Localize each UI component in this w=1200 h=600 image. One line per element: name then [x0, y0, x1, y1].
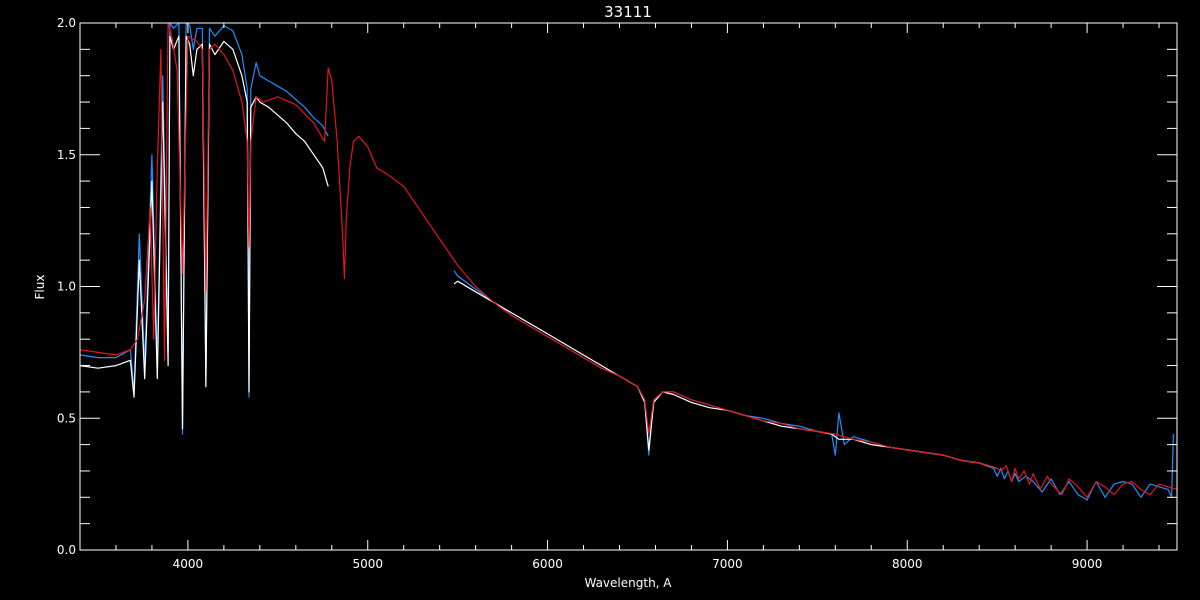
x-tick-label: 4000: [173, 557, 204, 571]
series-model-line-0: [79, 22, 1178, 498]
chart-title: 33111: [604, 3, 652, 21]
y-tick-label: 1.5: [57, 148, 76, 162]
x-axis-label: Wavelength, A: [584, 576, 672, 590]
x-tick-label: 9000: [1072, 557, 1103, 571]
x-tick-label: 8000: [892, 557, 923, 571]
x-tick-label: 6000: [532, 557, 563, 571]
series-flux_calibrated-line-0: [79, 22, 329, 435]
y-tick-label: 1.0: [57, 280, 76, 294]
y-tick-label: 0.0: [57, 543, 76, 557]
series-observed-line-0: [79, 35, 329, 430]
y-tick-label: 2.0: [57, 16, 76, 30]
ticks-layer: 4000 5000 6000 7000 8000 9000 0.0 0.5 1.0 1.5 2.0: [57, 16, 1177, 571]
x-tick-label: 5000: [352, 557, 383, 571]
y-tick-label: 0.5: [57, 411, 76, 425]
x-tick-label: 7000: [712, 557, 743, 571]
series-layer: [79, 22, 1178, 501]
y-axis-label: Flux: [33, 275, 47, 300]
